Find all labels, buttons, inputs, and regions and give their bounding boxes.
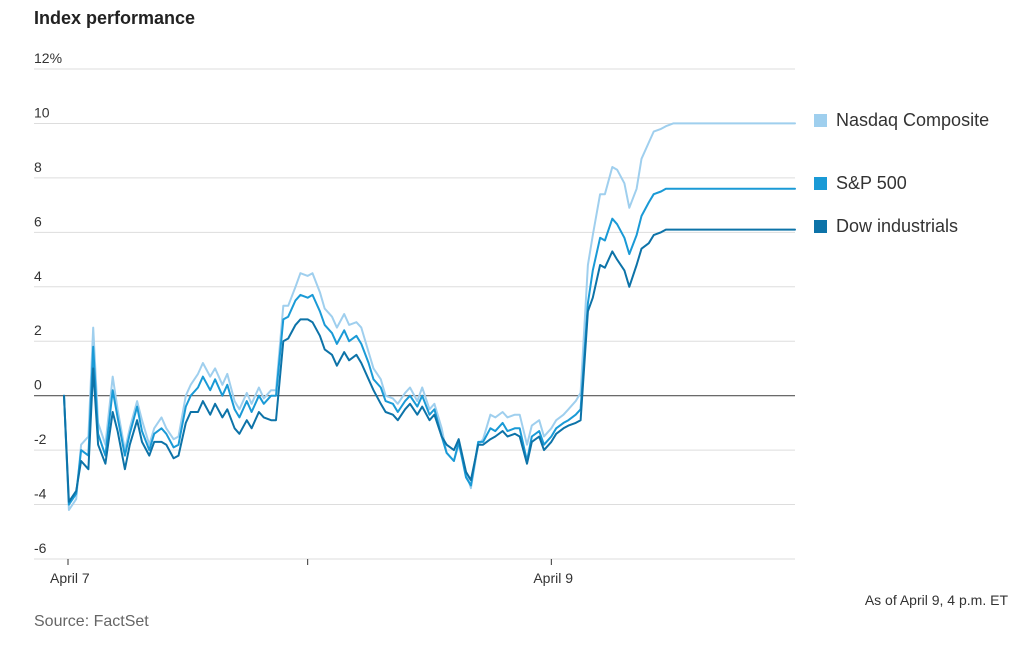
y-tick-label: -4 — [34, 486, 47, 502]
legend-item-sp500: S&P 500 — [814, 173, 907, 194]
legend-swatch-dow — [814, 220, 827, 233]
x-tick-label: April 9 — [533, 570, 573, 586]
y-tick-label: 4 — [34, 268, 42, 284]
x-axis: April 7 April 9 — [50, 559, 573, 586]
y-tick-label: -2 — [34, 431, 47, 447]
legend-label-nasdaq: Nasdaq Composite — [836, 110, 990, 130]
chart-title: Index performance — [34, 8, 196, 28]
legend-item-dow: Dow industrials — [814, 216, 958, 237]
gridlines — [34, 68, 795, 560]
y-axis-tick-labels: -6 -4 -2 0 2 4 6 8 10 12% — [34, 50, 62, 556]
as-of-note: As of April 9, 4 p.m. ET — [864, 592, 1008, 608]
legend-swatch-nasdaq — [814, 114, 827, 127]
y-tick-label: 0 — [34, 377, 42, 393]
source-note: Source: FactSet — [34, 613, 149, 630]
series-line-nasdaq — [63, 122, 796, 511]
legend-item-nasdaq: Nasdaq Composite — [814, 110, 989, 131]
y-tick-label: 6 — [34, 213, 42, 229]
legend-label-sp500: S&P 500 — [836, 173, 907, 193]
series-lines — [63, 122, 796, 511]
legend-label-dow: Dow industrials — [836, 216, 959, 236]
x-tick-label: April 7 — [50, 570, 90, 586]
legend-swatch-sp500 — [814, 177, 827, 190]
series-line-dow — [63, 228, 796, 503]
series-line-sp500 — [63, 187, 796, 506]
y-tick-label: 2 — [34, 322, 42, 338]
y-tick-label: -6 — [34, 540, 47, 556]
y-tick-label: 10 — [34, 104, 50, 120]
y-tick-label: 12% — [34, 50, 62, 66]
y-tick-label: 8 — [34, 159, 42, 175]
